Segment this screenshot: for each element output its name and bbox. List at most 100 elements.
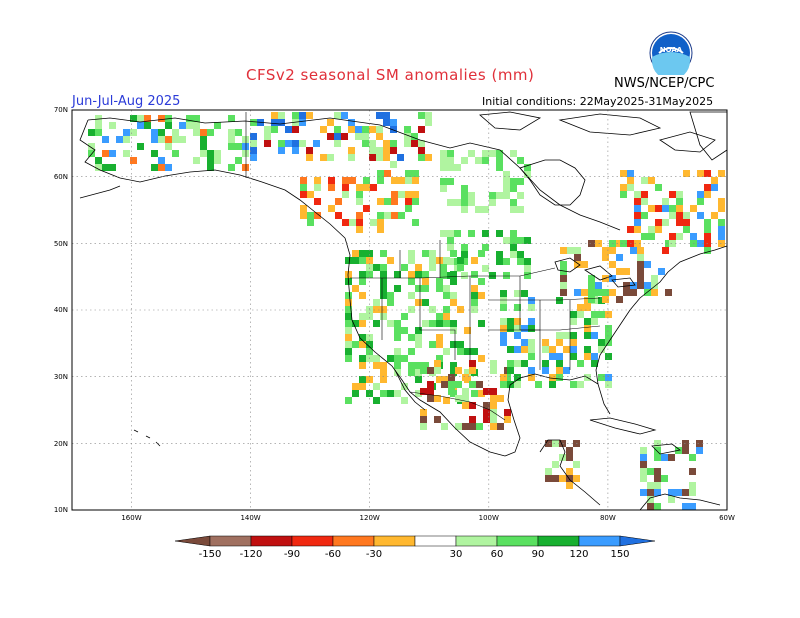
- anomaly-cell: [503, 258, 510, 265]
- anomaly-cell: [483, 388, 490, 395]
- anomaly-cell: [366, 271, 373, 278]
- anomaly-cell: [384, 198, 391, 205]
- graticule: [72, 110, 727, 510]
- anomaly-cell: [440, 150, 447, 157]
- anomaly-cell: [620, 191, 627, 198]
- anomaly-cell: [408, 257, 415, 264]
- anomaly-cell: [376, 133, 383, 140]
- anomaly-cell: [566, 454, 573, 461]
- anomaly-cell: [552, 475, 559, 482]
- lat-label: 40N: [54, 306, 68, 314]
- anomaly-cell: [418, 147, 425, 154]
- anomaly-cell: [471, 285, 478, 292]
- anomaly-cell: [165, 164, 172, 171]
- anomaly-cell: [469, 416, 476, 423]
- anomaly-cell: [461, 199, 468, 206]
- anomaly-cell: [469, 402, 476, 409]
- anomaly-cell: [418, 126, 425, 133]
- anomaly-cell: [682, 489, 689, 496]
- anomaly-cell: [345, 348, 352, 355]
- anomaly-cell: [443, 348, 450, 355]
- anomaly-cell: [447, 230, 454, 237]
- anomaly-cell: [475, 206, 482, 213]
- anomaly-cell: [345, 397, 352, 404]
- anomaly-cell: [514, 332, 521, 339]
- anomaly-cell: [383, 112, 390, 119]
- anomaly-cell: [647, 482, 654, 489]
- anomaly-cell: [429, 250, 436, 257]
- colorbar-label: 30: [450, 549, 463, 560]
- anomaly-cell: [359, 320, 366, 327]
- anomaly-cell: [165, 122, 172, 129]
- anomaly-cell: [605, 381, 612, 388]
- anomaly-cell: [377, 170, 384, 177]
- latitude-labels: 70N 60N 50N 40N 30N 20N 10N: [54, 106, 68, 514]
- anomaly-cell: [415, 299, 422, 306]
- anomaly-cell: [658, 268, 665, 275]
- anomaly-cell: [408, 292, 415, 299]
- anomaly-cell: [570, 318, 577, 325]
- anomaly-cell: [651, 282, 658, 289]
- anomaly-cell: [422, 278, 429, 285]
- anomaly-cell: [440, 272, 447, 279]
- anomaly-cell: [471, 299, 478, 306]
- anomaly-cell: [447, 199, 454, 206]
- anomaly-cell: [314, 198, 321, 205]
- anomaly-cell: [507, 360, 514, 367]
- anomaly-cell: [689, 489, 696, 496]
- anomaly-cell: [588, 289, 595, 296]
- anomaly-cell: [560, 275, 567, 282]
- anomaly-cell: [682, 447, 689, 454]
- anomaly-cell: [264, 126, 271, 133]
- anomaly-cell: [415, 264, 422, 271]
- colorbar-max-arrow: [619, 535, 656, 547]
- anomaly-cell: [655, 184, 662, 191]
- anomaly-cell: [130, 157, 137, 164]
- anomaly-cell: [447, 150, 454, 157]
- anomaly-cell: [510, 237, 517, 244]
- anomaly-cell: [193, 115, 200, 122]
- anomaly-cell: [455, 395, 462, 402]
- initial-conditions-label: Initial conditions: 22May2025-31May2025: [482, 95, 714, 108]
- anomaly-cell: [359, 292, 366, 299]
- anomaly-cell: [362, 133, 369, 140]
- anomaly-cell: [507, 325, 514, 332]
- anomaly-cell: [342, 184, 349, 191]
- anomaly-cell: [461, 185, 468, 192]
- anomaly-cell: [314, 177, 321, 184]
- anomaly-cell: [165, 143, 172, 150]
- anomaly-cell: [398, 191, 405, 198]
- anomaly-cell: [95, 157, 102, 164]
- anomaly-cell: [683, 212, 690, 219]
- anomaly-cell: [455, 367, 462, 374]
- anomaly-cell: [390, 147, 397, 154]
- anomaly-cell: [507, 346, 514, 353]
- anomaly-cell: [616, 240, 623, 247]
- anomaly-cell: [394, 362, 401, 369]
- anomaly-cell: [668, 454, 675, 461]
- colorbar-min-arrow: [174, 535, 211, 547]
- anomaly-cell: [489, 192, 496, 199]
- anomaly-cell: [605, 332, 612, 339]
- anomaly-cell: [588, 275, 595, 282]
- anomaly-cell: [478, 250, 485, 257]
- anomaly-cell: [457, 257, 464, 264]
- anomaly-cell: [455, 381, 462, 388]
- anomaly-cell: [207, 150, 214, 157]
- anomaly-cell: [436, 341, 443, 348]
- anomaly-cell: [640, 468, 647, 475]
- anomaly-cell: [380, 271, 387, 278]
- anomaly-cell: [278, 112, 285, 119]
- anomaly-cell: [641, 233, 648, 240]
- anomaly-cell: [348, 154, 355, 161]
- anomaly-cell: [408, 271, 415, 278]
- anomaly-cell: [570, 332, 577, 339]
- anomaly-cell: [383, 140, 390, 147]
- anomaly-cell: [415, 369, 422, 376]
- anomaly-cell: [436, 285, 443, 292]
- anomaly-cell: [637, 247, 644, 254]
- anomaly-cell: [461, 258, 468, 265]
- anomaly-cell: [356, 212, 363, 219]
- anomaly-cell: [573, 475, 580, 482]
- anomaly-cell: [478, 278, 485, 285]
